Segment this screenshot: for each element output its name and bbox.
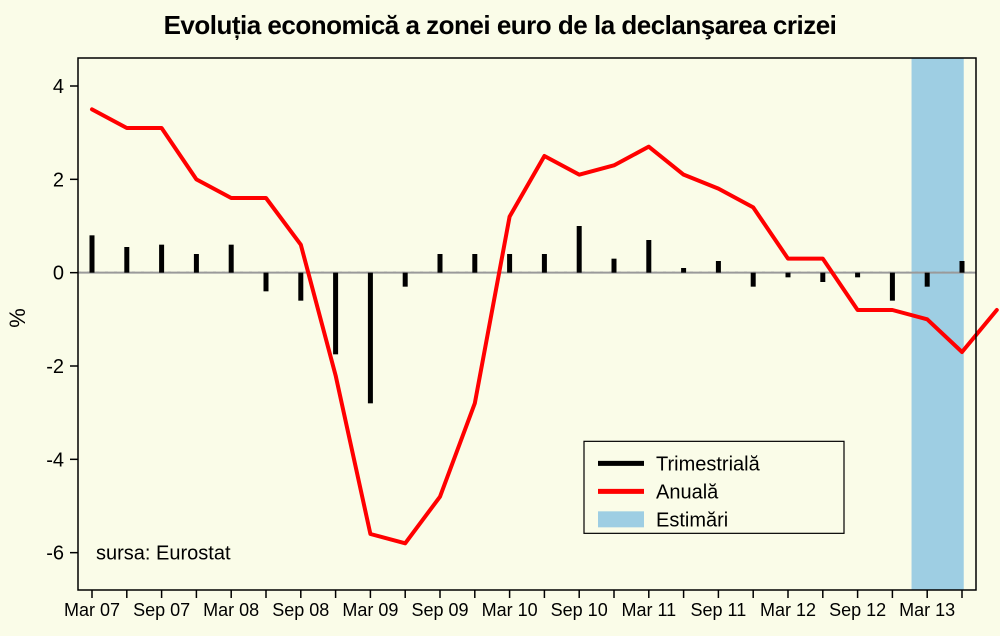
- bar: [264, 273, 269, 292]
- legend-label: Anuală: [656, 481, 719, 503]
- bar: [786, 273, 791, 278]
- bar: [820, 273, 825, 282]
- x-tick-label: Mar 09: [342, 600, 398, 620]
- x-tick-label: Sep 07: [133, 600, 190, 620]
- x-tick-label: Mar 13: [899, 600, 955, 620]
- bar: [229, 245, 234, 273]
- x-tick-label: Mar 10: [482, 600, 538, 620]
- y-tick-label: 2: [53, 169, 64, 191]
- x-tick-label: Mar 07: [64, 600, 120, 620]
- bar: [368, 273, 373, 404]
- annual-line: [92, 109, 997, 543]
- bar: [159, 245, 164, 273]
- bar: [751, 273, 756, 287]
- source-label: sursa: Eurostat: [96, 543, 231, 565]
- bar: [298, 273, 303, 301]
- legend-label: Trimestrială: [656, 453, 761, 475]
- y-tick-label: -6: [46, 543, 64, 565]
- x-tick-label: Mar 11: [621, 600, 676, 620]
- bar: [90, 235, 95, 272]
- bar: [194, 254, 199, 273]
- bar: [403, 273, 408, 287]
- bar: [890, 273, 895, 301]
- y-tick-label: 4: [53, 76, 64, 98]
- bar: [925, 273, 930, 287]
- bar: [507, 254, 512, 273]
- bar: [960, 261, 965, 273]
- x-tick-label: Sep 12: [829, 600, 886, 620]
- x-tick-label: Sep 09: [411, 600, 468, 620]
- bar: [124, 247, 129, 273]
- x-tick-label: Mar 12: [760, 600, 816, 620]
- x-tick-label: Mar 08: [203, 600, 259, 620]
- bar: [438, 254, 443, 273]
- estimate-band: [912, 58, 964, 590]
- x-tick-label: Sep 10: [551, 600, 608, 620]
- legend-swatch: [598, 511, 644, 527]
- y-tick-label: -2: [46, 356, 64, 378]
- bar: [542, 254, 547, 273]
- bar: [681, 268, 686, 273]
- bar: [612, 259, 617, 273]
- chart-canvas: -6 -4 -2 0 2 4 Mar 07 Sep 07 Mar 08 Sep 08 Mar 09 S…: [0, 0, 1000, 636]
- x-tick-label: Sep 08: [272, 600, 329, 620]
- legend-label: Estimări: [656, 509, 728, 531]
- bar: [855, 273, 860, 278]
- bar: [577, 226, 582, 273]
- x-tick-label: Sep 11: [691, 600, 747, 620]
- y-tick-label: 0: [53, 263, 64, 285]
- bar: [333, 273, 338, 355]
- bar: [716, 261, 721, 273]
- y-tick-label: -4: [46, 449, 64, 471]
- bar: [472, 254, 477, 273]
- bar: [646, 240, 651, 273]
